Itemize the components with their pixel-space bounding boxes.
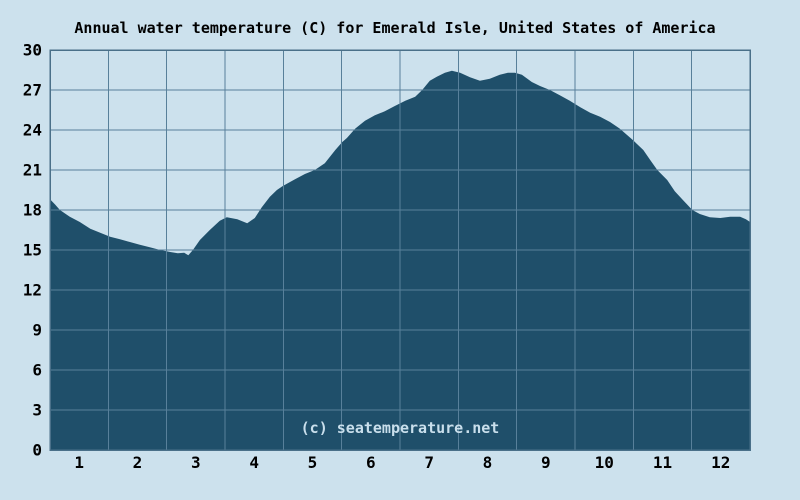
y-tick-label: 24 [23,121,42,140]
y-tick-label: 3 [32,401,42,420]
x-tick-label: 3 [191,453,201,472]
x-tick-label: 4 [249,453,259,472]
gridlines [50,50,750,450]
y-tick-label: 15 [23,241,42,260]
x-tick-label: 9 [541,453,551,472]
x-tick-label: 11 [653,453,672,472]
y-tick-label: 6 [32,361,42,380]
x-tick-label: 5 [308,453,318,472]
y-tick-label: 27 [23,81,42,100]
x-tick-label: 6 [366,453,376,472]
x-tick-label: 1 [74,453,84,472]
y-tick-label: 21 [23,161,42,180]
y-axis-labels: 0 3 6 9 12 15 18 21 24 27 30 [23,41,42,460]
y-tick-label: 0 [32,441,42,460]
x-tick-label: 7 [424,453,434,472]
y-tick-label: 30 [23,41,42,60]
x-axis-labels: 1 2 3 4 5 6 7 8 9 10 11 12 [74,453,730,472]
chart-title: Annual water temperature (C) for Emerald… [74,19,716,37]
y-tick-label: 12 [23,281,42,300]
x-tick-label: 8 [483,453,493,472]
watermark: (c) seatemperature.net [300,419,500,437]
x-tick-label: 12 [711,453,730,472]
x-tick-label: 10 [595,453,614,472]
x-tick-label: 2 [133,453,143,472]
y-tick-label: 18 [23,201,42,220]
y-tick-label: 9 [32,321,42,340]
plot-border [49,49,751,451]
